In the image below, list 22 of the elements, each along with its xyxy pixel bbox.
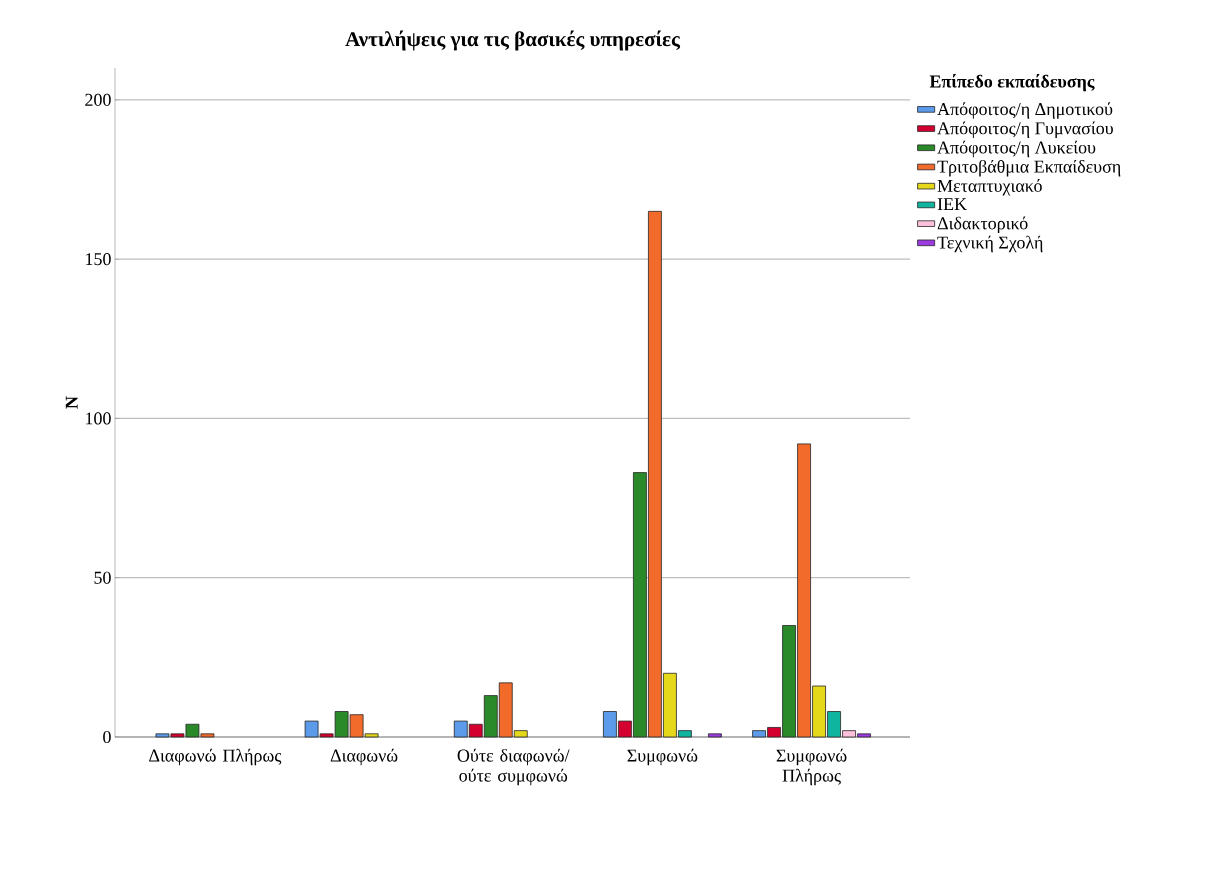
y-tick-label: 0 (103, 730, 111, 744)
x-tick-label: Ούτε διαφωνώ/ ούτε συμφωνώ (457, 748, 570, 786)
x-tick-label: Διαφωνώ Πλήρως (149, 748, 282, 766)
legend-label: Μεταπτυχιακό (937, 179, 1042, 196)
y-tick-label: 150 (86, 253, 111, 266)
bar (708, 733, 722, 738)
legend-label: Απόφοιτος/η Δημοτικού (937, 102, 1113, 119)
legend-label: Διδακτορικό (937, 216, 1028, 234)
x-tick-label: Συμφωνώ Πλήρως (776, 748, 847, 786)
y-tick-label: 200 (85, 93, 111, 106)
y-axis-title: N (65, 396, 78, 409)
x-tick-label: Συμφωνώ (627, 748, 698, 766)
legend-label: Τεχνική Σχολή (937, 235, 1043, 253)
legend-title: Επίπεδο εκπαίδευσης (929, 74, 1095, 92)
legend-label: Απόφοιτος/η Λυκείου (937, 140, 1096, 158)
legend-label: Τριτοβάθμια Εκπαίδευση (937, 159, 1121, 177)
chart-title: Αντιλήψεις για τις βασικές υπηρεσίες (345, 30, 681, 51)
y-tick-label: 100 (86, 412, 111, 425)
x-tick-label: Διαφωνώ (330, 748, 398, 766)
legend-label: Απόφοιτος/η Γυμνασίου (937, 121, 1113, 139)
legend-label: ΙΕΚ (937, 198, 967, 211)
y-tick-label: 50 (94, 571, 111, 584)
